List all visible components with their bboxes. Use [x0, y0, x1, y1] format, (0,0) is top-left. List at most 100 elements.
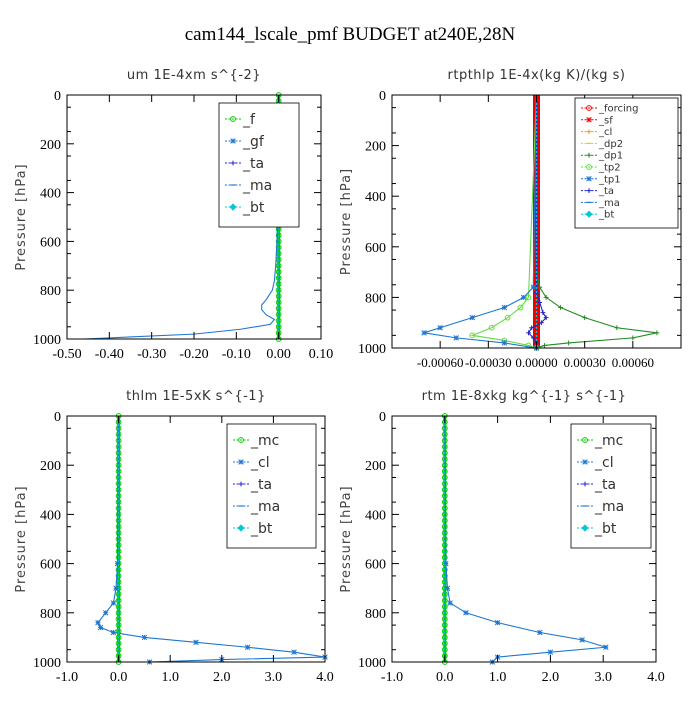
legend-swatch-marker — [582, 481, 588, 487]
data-point-f — [275, 293, 282, 300]
panel-title: rtm 1E-8xkg kg^{-1} s^{-1} — [422, 389, 627, 404]
y-axis-label: Pressure [hPa] — [339, 485, 354, 592]
y-tick-label: 1000 — [33, 333, 61, 348]
data-point-ta — [540, 310, 546, 315]
legend-label-ta: _ta — [594, 477, 616, 493]
data-point-mc — [441, 542, 448, 549]
data-point-cl — [110, 629, 117, 636]
data-point-cl — [97, 624, 104, 631]
x-tick-label: 2.0 — [542, 670, 560, 685]
data-point-cl — [443, 560, 449, 567]
data-point-mc — [441, 609, 448, 616]
panel-2: 0 200 400 600 800 1000 -0.00060 -0.00030 0.00000… — [339, 68, 682, 370]
data-point-cl — [447, 600, 453, 606]
y-tick-label: 600 — [365, 558, 386, 573]
data-point-cl — [114, 560, 121, 567]
plot-frame — [391, 415, 657, 663]
data-point-ta — [530, 335, 536, 341]
x-tick-label: 0.0 — [436, 670, 454, 685]
data-point-tp1 — [437, 325, 443, 331]
legend-label-mc: _mc — [250, 433, 279, 449]
legend-label-f: _f — [242, 112, 256, 128]
legend-swatch-marker — [582, 437, 588, 443]
y-tick-label: 200 — [40, 138, 61, 153]
legend-label-ma: _ma — [594, 499, 624, 515]
x-tick-label: -0.00030 — [465, 355, 512, 370]
data-point-mc — [441, 529, 448, 536]
legend-label-tp2: _tp2 — [598, 163, 621, 174]
legend-label-mc: _mc — [594, 433, 623, 449]
legend-swatch-marker — [586, 117, 592, 123]
legend-label-ma: _ma — [242, 178, 272, 194]
series-line-tp2 — [470, 94, 538, 349]
data-point-f — [275, 269, 282, 275]
data-point-cl — [603, 644, 609, 650]
legend-label-bt: _bt — [594, 521, 617, 537]
series-line-cl — [444, 415, 607, 663]
data-point-cl — [193, 639, 199, 646]
panel-1: 0 200 400 600 800 1000-0.50 -0.40 -0.30 -0.20 -0.… — [14, 68, 333, 362]
x-tick-label: 0.00 — [266, 347, 291, 362]
y-tick-label: 200 — [365, 459, 386, 474]
data-point-mc — [441, 597, 448, 604]
data-point-tp1 — [501, 340, 508, 346]
legend: _forcing_sf_cl_dp2_dp1_tp2_tp1_ta_ma_bt — [574, 97, 679, 229]
legend-label-bt: _bt — [598, 210, 614, 221]
data-point-tp1 — [501, 304, 508, 311]
data-point-cl — [579, 637, 585, 643]
y-tick-label: 400 — [40, 508, 61, 523]
data-point-mc — [115, 609, 122, 616]
data-point-ta — [537, 300, 543, 305]
legend-swatch-marker — [581, 524, 589, 532]
figure-title: cam144_lscale_pmf BUDGET at240E,28N — [185, 24, 516, 45]
data-point-mc — [441, 554, 448, 561]
y-tick-label: 600 — [365, 241, 386, 256]
data-point-mc — [115, 542, 122, 549]
legend-swatch-marker — [586, 105, 592, 111]
data-point-dp1 — [566, 340, 572, 346]
x-tick-label: -0.10 — [222, 347, 251, 362]
data-point-cl — [102, 610, 109, 616]
data-point-cl — [494, 619, 501, 626]
data-point-cl — [110, 600, 117, 606]
x-tick-label: 3.0 — [265, 670, 283, 685]
x-tick-label: -0.20 — [179, 347, 208, 362]
y-tick-label: 400 — [40, 187, 61, 202]
legend-swatch-marker — [586, 152, 592, 158]
data-point-cl — [113, 585, 119, 591]
x-tick-label: 3.0 — [594, 670, 612, 685]
data-point-cl — [141, 634, 148, 641]
data-point-dp1 — [543, 295, 549, 300]
data-point-mc — [441, 517, 448, 524]
y-tick-label: 600 — [40, 235, 61, 250]
data-point-cl — [444, 585, 451, 591]
data-point-cl — [537, 629, 543, 636]
data-point-dp1 — [537, 284, 543, 290]
y-tick-label: 400 — [365, 508, 386, 523]
data-point-tp1 — [453, 335, 459, 341]
data-point-mc — [115, 529, 122, 536]
x-tick-label: -1.0 — [56, 670, 78, 685]
data-point-cl — [291, 649, 297, 655]
legend-swatch-marker — [238, 437, 244, 443]
data-point-ta — [538, 320, 544, 326]
x-tick-label: 2.0 — [213, 670, 231, 685]
data-point-tp1 — [520, 294, 527, 301]
legend: _mc _cl _ta _ma _bt — [226, 423, 317, 549]
data-point-mc — [441, 634, 448, 641]
legend-label-sf: _sf — [598, 115, 613, 126]
legend-label-tp1: _tp1 — [598, 174, 621, 185]
x-tick-label: -0.30 — [137, 347, 166, 362]
legend-swatch-marker — [586, 188, 592, 193]
series-line-dp1 — [535, 95, 658, 349]
data-point-f — [275, 305, 282, 312]
data-point-dp1 — [654, 330, 660, 336]
x-tick-label: -0.00060 — [417, 355, 464, 370]
x-tick-label: 1.0 — [489, 670, 507, 685]
legend-swatch-marker — [582, 459, 588, 465]
legend-label-ma: _ma — [598, 198, 620, 209]
data-point-mc — [441, 622, 448, 628]
legend-swatch-marker — [230, 160, 236, 166]
y-tick-label: 200 — [40, 459, 61, 474]
